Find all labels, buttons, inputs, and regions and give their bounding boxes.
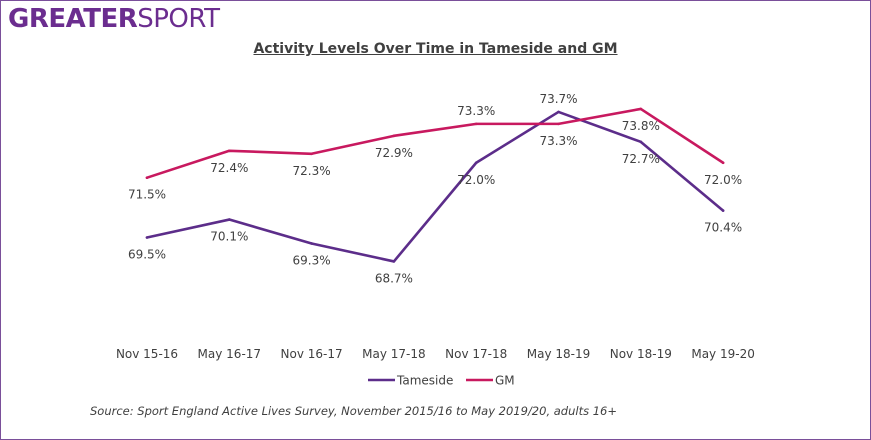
data-label: 72.9% xyxy=(375,146,413,160)
data-point-gm xyxy=(228,149,231,153)
logo-text-greater: GREATER xyxy=(8,4,138,34)
data-label: 72.0% xyxy=(457,173,495,187)
data-point-gm xyxy=(474,122,478,126)
chart-title: Activity Levels Over Time in Tameside an… xyxy=(253,41,618,57)
data-point-gm xyxy=(639,107,643,111)
data-label: 72.0% xyxy=(704,173,742,187)
series-line-gm xyxy=(145,107,725,179)
data-label: 70.4% xyxy=(704,221,742,235)
x-tick-label: Nov 17-18 xyxy=(445,347,507,361)
data-label: 73.3% xyxy=(539,134,577,148)
source-note: Source: Sport England Active Lives Surve… xyxy=(90,404,618,418)
data-point-gm xyxy=(721,161,725,165)
data-label: 72.3% xyxy=(293,164,331,178)
x-tick-label: May 17-18 xyxy=(362,347,426,361)
series-line-tameside xyxy=(145,110,725,263)
data-point-tameside xyxy=(721,209,725,212)
data-label: 69.5% xyxy=(128,248,166,262)
data-point-gm xyxy=(392,134,396,138)
greatersport-logo: GREATERSPORT xyxy=(8,4,220,34)
data-label: 72.4% xyxy=(210,161,248,175)
data-point-tameside xyxy=(639,140,643,144)
data-label: 70.1% xyxy=(210,230,248,244)
data-point-tameside xyxy=(145,236,149,239)
data-point-tameside xyxy=(228,218,231,221)
legend-label-tameside: Tameside xyxy=(396,374,453,388)
data-point-gm xyxy=(145,176,149,179)
x-tick-label: May 16-17 xyxy=(198,347,262,361)
data-point-tameside xyxy=(557,110,560,114)
x-tick-label: May 18-19 xyxy=(527,347,591,361)
data-label: 73.8% xyxy=(622,119,660,133)
data-point-tameside xyxy=(474,161,478,165)
x-tick-label: Nov 15-16 xyxy=(116,347,178,361)
data-label: 73.3% xyxy=(457,104,495,118)
data-label: 72.7% xyxy=(622,152,660,166)
x-tick-label: Nov 16-17 xyxy=(281,347,343,361)
logo-text-sport: SPORT xyxy=(137,4,220,34)
data-label: 73.7% xyxy=(539,92,577,106)
data-point-tameside xyxy=(310,242,313,245)
legend-label-gm: GM xyxy=(495,374,515,388)
x-tick-label: May 19-20 xyxy=(691,347,755,361)
data-label: 69.3% xyxy=(293,253,331,267)
data-point-gm xyxy=(557,122,560,126)
data-label: 68.7% xyxy=(375,271,413,285)
data-point-gm xyxy=(310,152,313,156)
x-tick-label: Nov 18-19 xyxy=(610,347,672,361)
data-point-tameside xyxy=(392,260,396,263)
data-label: 71.5% xyxy=(128,188,166,202)
